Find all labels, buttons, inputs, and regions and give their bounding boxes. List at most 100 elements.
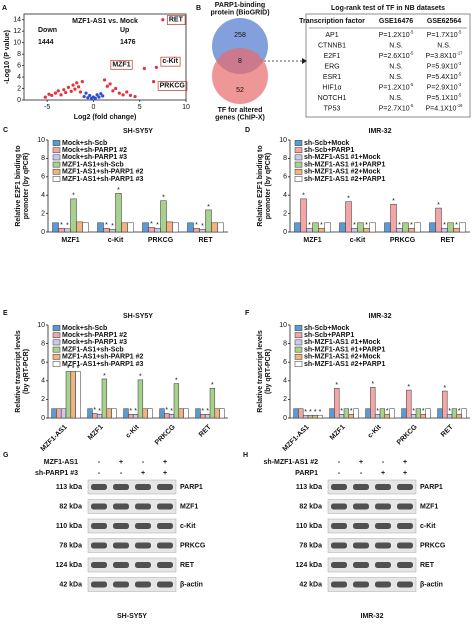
significance-mark: * (314, 409, 317, 416)
legend-swatch (294, 332, 303, 339)
significance-mark: * (309, 409, 312, 416)
point (117, 91, 121, 95)
x-tick-label: PRKCG (148, 237, 174, 244)
x-tick-label: 5 (138, 104, 142, 111)
x-tick-label: c-Kit (367, 423, 383, 439)
legend-label: sh-Scb+Mock (304, 325, 349, 332)
table-cell: P=5.4X10-5 (427, 72, 462, 81)
p-value: P=1.7X10 (427, 32, 458, 39)
chart-title: IMR-32 (369, 128, 392, 135)
blot-band (113, 484, 129, 490)
bar (317, 414, 323, 419)
chart-title: MZF1-AS1 vs. Mock (72, 18, 138, 25)
size-label: 82 kDa (299, 503, 322, 510)
chart-title: SH-SY5Y (123, 313, 153, 320)
y-axis-label: Relative E2F1 binding to (15, 145, 22, 226)
down-label: Down (38, 27, 57, 34)
significance-mark: * (129, 408, 132, 415)
protein-label: RET (420, 562, 435, 569)
gene-label: c-Kit (162, 58, 178, 65)
table-cell: P=2.7X10-5 (379, 103, 414, 112)
blot-strip (87, 538, 177, 553)
blot-band (397, 523, 413, 529)
table-header: Transcription factor (299, 18, 365, 25)
blot-band (113, 542, 129, 549)
blot-band (397, 503, 413, 510)
bar (172, 222, 179, 233)
condition-sign: + (359, 459, 363, 466)
bar (137, 379, 144, 419)
significance-mark: * (448, 408, 451, 415)
table-cell: P=1.7X10-5 (427, 30, 462, 39)
significance-mark: * (371, 381, 374, 388)
condition-sign: - (120, 470, 123, 477)
blot-band (113, 523, 129, 529)
significance-mark: * (134, 408, 137, 415)
legend-swatch (294, 161, 303, 168)
table-cell: P=5.9X10-3 (427, 61, 462, 70)
blot-band (135, 484, 151, 490)
bar (414, 222, 421, 233)
p-exponent: -17 (456, 51, 463, 56)
point (108, 82, 112, 86)
point (62, 88, 66, 92)
x-tick-label: c-Kit (108, 237, 124, 244)
bar (365, 408, 371, 419)
legend-label: Mock+sh-Scb (62, 140, 107, 147)
table-cell: P=2.6X10-5 (379, 51, 414, 60)
table-cell: NOTCH1 (318, 95, 347, 102)
size-label: 42 kDa (299, 581, 322, 588)
condition-sign: - (142, 459, 145, 466)
y-tick-label: 10 (37, 322, 45, 329)
point (99, 92, 103, 96)
point (84, 91, 88, 95)
legend-swatch (294, 361, 303, 367)
x-tick-label: MZF1-AS1 (40, 424, 69, 453)
bar (369, 222, 376, 233)
significance-mark: * (443, 385, 446, 392)
legend-swatch (52, 353, 61, 360)
y-tick-label: 6 (41, 359, 45, 366)
point (43, 95, 47, 99)
bar (339, 222, 346, 233)
condition-sign: - (98, 470, 101, 477)
size-label: 110 kDa (56, 523, 82, 530)
point (77, 85, 81, 89)
x-tick-label: MZF1 (329, 424, 347, 442)
p-value: P=2.9X10 (427, 84, 458, 91)
blot-band (397, 562, 413, 568)
down-count: 1444 (38, 39, 54, 46)
chart-title: SH-SY5Y (123, 128, 153, 135)
legend-swatch (294, 176, 303, 182)
protein-label: RET (180, 562, 195, 569)
y-tick-label: 0 (41, 229, 45, 236)
protein-label: β-actin (180, 581, 203, 588)
y-tick-label: 6 (41, 174, 45, 181)
significance-mark: * (320, 222, 323, 229)
y-tick-label: 0 (41, 415, 45, 422)
point (66, 85, 71, 89)
legend-label: sh-MZF1-AS1 #1+PARP1 (304, 346, 385, 353)
point (71, 83, 75, 87)
plot-frame (23, 13, 187, 101)
point (80, 80, 84, 84)
venn-arrowhead (302, 58, 307, 64)
size-label: 110 kDa (296, 523, 322, 530)
blot-band (397, 542, 413, 549)
significance-mark: * (308, 222, 311, 229)
y-tick-label: 12 (13, 28, 21, 35)
bar (173, 383, 180, 419)
p-exponent: -3 (458, 82, 462, 87)
point (142, 66, 146, 71)
bar (415, 408, 422, 419)
blot-strip (327, 499, 417, 514)
y-tick-label: 6 (17, 62, 21, 69)
legend-label: sh-Scb+PARP1 (304, 147, 354, 154)
condition-sign: - (338, 470, 341, 477)
blot-band (91, 542, 107, 549)
bar (211, 222, 218, 233)
significance-mark: * (407, 384, 410, 391)
bar (178, 408, 184, 419)
point (56, 89, 60, 93)
bar (111, 408, 117, 419)
